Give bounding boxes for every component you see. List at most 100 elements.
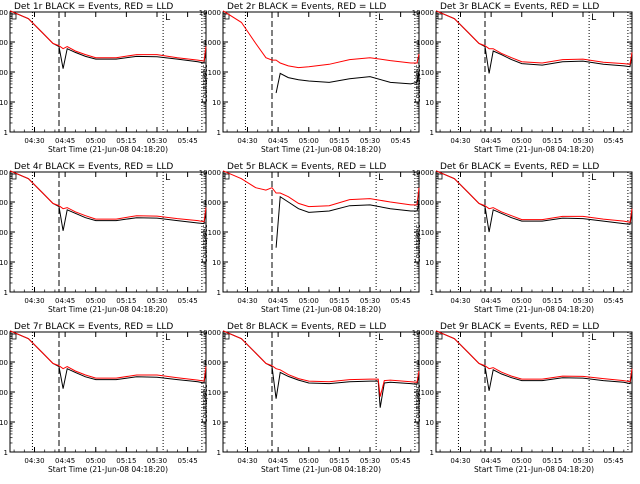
y-axis-label: Counts/sec — [201, 65, 209, 104]
chart-panel-8: Det 8r BLACK = Events, RED = LLD 1 10 100 10… — [199, 322, 420, 474]
y-tick-label: 100 — [0, 389, 8, 397]
series-line-lld — [222, 330, 420, 397]
chart-title: Det 2r BLACK = Events, RED = LLD — [227, 2, 386, 12]
x-tick-label: 05:45 — [178, 457, 198, 465]
series-line-events — [435, 10, 633, 74]
x-tick-label: 05:45 — [604, 457, 624, 465]
y-tick-label: 10 — [425, 99, 434, 107]
series-line-lld — [9, 170, 207, 223]
x-tick-label: 05:30 — [360, 137, 380, 145]
x-tick-label: 05:30 — [360, 297, 380, 305]
x-tick-label: 05:15 — [542, 457, 562, 465]
y-tick-label: 100 — [208, 229, 221, 237]
y-tick-label: 10 — [212, 419, 221, 427]
y-tick-label: 1000 — [203, 199, 221, 207]
y-tick-label: 1 — [217, 129, 221, 137]
y-tick-label: 10000 — [199, 169, 221, 177]
x-tick-label: 05:45 — [391, 297, 411, 305]
y-tick-label: 1000 — [203, 359, 221, 367]
y-tick-label: 1000 — [0, 39, 8, 47]
y-tick-label: 100 — [421, 69, 434, 77]
y-tick-label: 100 — [0, 69, 8, 77]
x-tick-label: 04:45 — [481, 137, 501, 145]
corner-square-mark — [224, 173, 230, 180]
series-line-events — [275, 195, 420, 248]
series-line-lld — [9, 10, 207, 62]
x-tick-label: 04:45 — [481, 297, 501, 305]
y-tick-label: 100 — [421, 389, 434, 397]
y-tick-label: 10000 — [412, 329, 434, 337]
y-tick-label: 10000 — [0, 169, 8, 177]
y-tick-label: 10 — [425, 419, 434, 427]
x-tick-label: 05:15 — [542, 137, 562, 145]
x-tick-label: 05:00 — [512, 457, 532, 465]
series-line-lld — [435, 10, 633, 65]
y-tick-label: 10 — [0, 419, 8, 427]
corner-l-mark: L — [378, 173, 383, 183]
y-tick-label: 10000 — [0, 9, 8, 17]
x-tick-label: 05:15 — [329, 297, 349, 305]
y-tick-label: 1000 — [416, 359, 434, 367]
x-tick-label: 05:15 — [116, 137, 136, 145]
x-tick-label: 05:30 — [573, 137, 593, 145]
chart-panel-7: Det 7r BLACK = Events, RED = LLD 1 10 100 10… — [0, 322, 207, 474]
series-line-events — [9, 10, 207, 69]
chart-title: Det 6r BLACK = Events, RED = LLD — [440, 162, 599, 172]
y-tick-label: 10 — [212, 259, 221, 267]
y-tick-label: 10000 — [199, 329, 221, 337]
y-tick-label: 100 — [208, 389, 221, 397]
x-tick-label: 04:45 — [268, 137, 288, 145]
x-axis-label: Start Time (21-Jun-08 04:18:20) — [48, 305, 168, 314]
corner-l-mark: L — [165, 333, 170, 343]
corner-square-mark — [11, 173, 17, 180]
y-tick-label: 1 — [217, 449, 221, 457]
x-tick-label: 05:30 — [573, 297, 593, 305]
x-tick-label: 05:45 — [604, 137, 624, 145]
x-tick-label: 05:00 — [299, 297, 319, 305]
x-tick-label: 05:15 — [329, 457, 349, 465]
corner-square-mark — [437, 333, 443, 340]
x-tick-label: 04:30 — [450, 297, 470, 305]
y-tick-label: 1000 — [0, 359, 8, 367]
x-tick-label: 05:00 — [86, 457, 106, 465]
x-tick-label: 05:45 — [391, 137, 411, 145]
x-tick-label: 04:45 — [481, 457, 501, 465]
x-tick-label: 04:30 — [450, 137, 470, 145]
x-tick-label: 05:00 — [512, 297, 532, 305]
x-tick-label: 04:30 — [24, 457, 44, 465]
y-tick-label: 10 — [0, 99, 8, 107]
y-tick-label: 1000 — [203, 39, 221, 47]
corner-l-mark: L — [378, 333, 383, 343]
y-tick-label: 10000 — [412, 9, 434, 17]
series-line-lld — [9, 330, 207, 382]
y-axis-label: Counts/sec — [414, 225, 422, 264]
corner-l-mark: L — [591, 333, 596, 343]
x-tick-label: 04:30 — [450, 457, 470, 465]
x-tick-label: 05:00 — [512, 137, 532, 145]
chart-panel-4: Det 4r BLACK = Events, RED = LLD 1 10 100 10… — [0, 162, 207, 314]
y-axis-label: Counts/sec — [414, 385, 422, 424]
x-tick-label: 05:15 — [116, 457, 136, 465]
y-tick-label: 10 — [425, 259, 434, 267]
x-tick-label: 05:45 — [178, 297, 198, 305]
x-tick-label: 04:30 — [237, 297, 257, 305]
y-tick-label: 100 — [421, 229, 434, 237]
series-line-events — [435, 330, 633, 391]
corner-square-mark — [11, 333, 17, 340]
series-line-lld — [222, 10, 420, 69]
y-axis-label: Counts/sec — [414, 65, 422, 104]
y-tick-label: 10000 — [0, 329, 8, 337]
x-tick-label: 05:00 — [86, 297, 106, 305]
series-line-events — [275, 70, 420, 94]
y-tick-label: 10000 — [199, 9, 221, 17]
series-line-events — [9, 330, 207, 389]
x-tick-label: 05:00 — [299, 137, 319, 145]
y-tick-label: 10000 — [412, 169, 434, 177]
x-tick-label: 05:30 — [147, 297, 167, 305]
y-tick-label: 1 — [430, 289, 434, 297]
x-tick-label: 05:30 — [147, 457, 167, 465]
y-tick-label: 10 — [212, 99, 221, 107]
x-tick-label: 04:45 — [55, 457, 75, 465]
chart-title: Det 7r BLACK = Events, RED = LLD — [14, 322, 173, 332]
